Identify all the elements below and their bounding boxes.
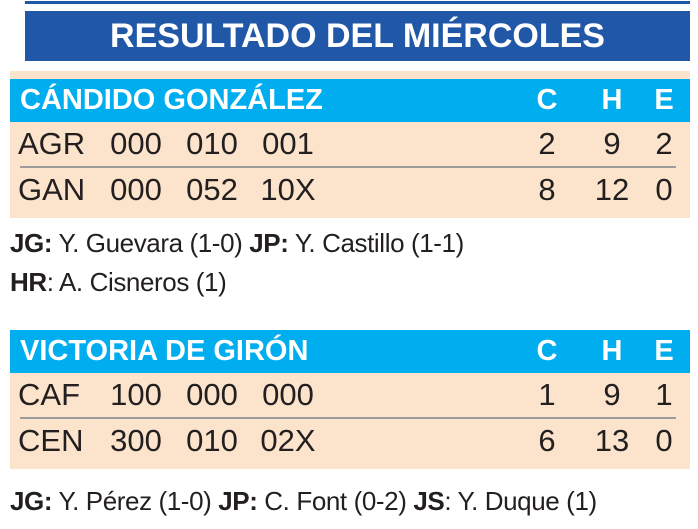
stadium-name: CÁNDIDO GONZÁLEZ — [20, 84, 323, 116]
innings-4-6: 010 — [186, 423, 238, 458]
table-row: CAF 100 000 000 1 9 1 — [10, 373, 690, 417]
column-header-carreras: C — [536, 84, 558, 116]
row-divider — [20, 417, 676, 419]
innings-1-3: 300 — [110, 423, 162, 458]
linescore-panel-victoria-de-giron: VICTORIA DE GIRÓN C H E CAF 100 000 000 … — [10, 330, 690, 469]
innings-7-9: 10X — [260, 172, 316, 207]
innings-7-9: 02X — [260, 423, 316, 458]
game-notes: JG: Y. Guevara (1-0) JP: Y. Castillo (1-… — [10, 224, 464, 302]
linescore-panel-candido-gonzalez: CÁNDIDO GONZÁLEZ C H E AGR 000 010 001 2… — [10, 71, 690, 218]
table-header: VICTORIA DE GIRÓN C H E — [10, 330, 690, 373]
innings-4-6: 000 — [186, 377, 238, 412]
hits-value: 13 — [594, 423, 630, 458]
column-header-hits: H — [601, 84, 623, 116]
table-row: AGR 000 010 001 2 9 2 — [10, 122, 690, 166]
pitchers-line: JG: Y. Guevara (1-0) JP: Y. Castillo (1-… — [10, 228, 464, 258]
hits-value: 12 — [594, 172, 630, 207]
row-divider — [20, 166, 676, 168]
team-abbr: CEN — [18, 423, 84, 458]
runs-value: 6 — [538, 423, 556, 458]
pitchers-line: JG: Y. Pérez (1-0) JP: C. Font (0-2) JS:… — [10, 486, 597, 516]
table-row: CEN 300 010 02X 6 13 0 — [10, 419, 690, 463]
innings-1-3: 100 — [110, 377, 162, 412]
table-row: GAN 000 052 10X 8 12 0 — [10, 168, 690, 212]
column-header-carreras: C — [536, 335, 558, 367]
team-abbr: CAF — [18, 377, 80, 412]
errors-value: 1 — [655, 377, 673, 412]
errors-value: 2 — [655, 126, 673, 161]
game-notes: JG: Y. Pérez (1-0) JP: C. Font (0-2) JS:… — [10, 482, 597, 521]
column-header-errores: E — [654, 84, 674, 116]
column-header-hits: H — [601, 335, 623, 367]
column-header-errores: E — [654, 335, 674, 367]
stadium-name: VICTORIA DE GIRÓN — [20, 335, 309, 367]
homeruns-line: HR: A. Cisneros (1) — [10, 267, 227, 297]
hits-value: 9 — [603, 377, 621, 412]
innings-4-6: 052 — [186, 172, 238, 207]
table-header: CÁNDIDO GONZÁLEZ C H E — [10, 79, 690, 122]
hits-value: 9 — [603, 126, 621, 161]
innings-1-3: 000 — [110, 172, 162, 207]
innings-1-3: 000 — [110, 126, 162, 161]
innings-4-6: 010 — [186, 126, 238, 161]
runs-value: 2 — [538, 126, 556, 161]
errors-value: 0 — [655, 423, 673, 458]
innings-7-9: 001 — [262, 126, 314, 161]
team-abbr: GAN — [18, 172, 86, 207]
runs-value: 8 — [538, 172, 556, 207]
page-title-bar: RESULTADO DEL MIÉRCOLES — [25, 11, 690, 61]
errors-value: 0 — [655, 172, 673, 207]
runs-value: 1 — [538, 377, 556, 412]
team-abbr: AGR — [18, 126, 86, 161]
innings-7-9: 000 — [262, 377, 314, 412]
top-rule — [25, 1, 690, 4]
page-title: RESULTADO DEL MIÉRCOLES — [110, 16, 605, 55]
